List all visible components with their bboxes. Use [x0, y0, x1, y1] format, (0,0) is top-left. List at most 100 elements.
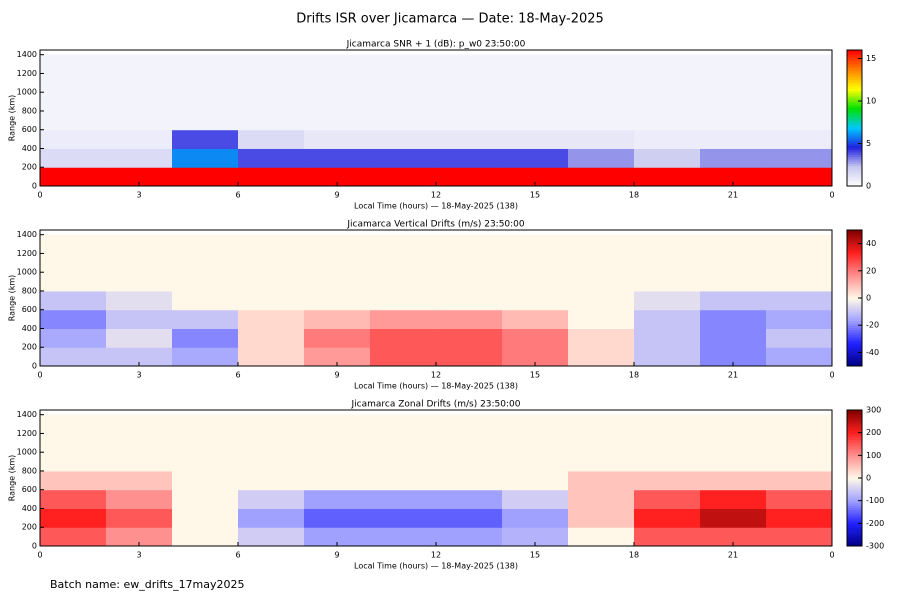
heat-cell [304, 110, 371, 131]
colorbar-step [847, 421, 862, 425]
heat-cell [502, 92, 569, 112]
heat-cell [106, 253, 173, 273]
heat-cell [40, 129, 107, 149]
heat-cell [568, 414, 635, 434]
colorbar-step [847, 120, 862, 124]
heat-cell [700, 527, 767, 547]
heat-cell [502, 290, 569, 311]
heat-cell [172, 433, 239, 453]
heat-cell [172, 73, 239, 93]
heat-cell [238, 110, 305, 131]
colorbar-step [847, 245, 862, 249]
heat-cell [106, 110, 173, 131]
heat-cell [436, 167, 503, 187]
y-tick-label: 800 [22, 466, 37, 475]
heat-cell [634, 328, 701, 348]
heat-cell [568, 290, 635, 311]
colorbar-step [847, 77, 862, 80]
heat-cell [40, 328, 107, 348]
heat-cell [502, 414, 569, 434]
heat-cell [502, 489, 569, 509]
x-tick-label: 0 [37, 371, 42, 380]
heat-cell [106, 508, 173, 528]
colorbar-step [847, 464, 862, 468]
heat-cell [568, 527, 635, 547]
colorbar-step [847, 167, 862, 171]
heat-cell [568, 433, 635, 453]
heat-cell [700, 92, 767, 112]
colorbar-step [847, 277, 862, 281]
colorbar-tick-label: 40 [866, 239, 876, 248]
colorbar-step [847, 113, 862, 117]
colorbar-step [847, 176, 862, 180]
colorbar-step [847, 279, 862, 283]
heat-cell [172, 489, 239, 509]
heat-cell [370, 347, 437, 367]
heat-cell [766, 433, 833, 453]
heat-cell [766, 234, 833, 254]
heat-cell [766, 328, 833, 348]
heat-cell [700, 290, 767, 311]
colorbar-step [847, 534, 862, 538]
y-tick-label: 600 [22, 125, 37, 134]
colorbar-step [847, 161, 862, 164]
colorbar-step [847, 532, 862, 536]
heat-cell [436, 508, 503, 528]
colorbar-step [847, 462, 862, 465]
x-tick-label: 21 [728, 371, 738, 380]
heat-cell [172, 328, 239, 348]
colorbar-tick-label: 0 [866, 474, 871, 483]
x-tick-label: 0 [37, 551, 42, 560]
colorbar-step [847, 298, 862, 301]
colorbar-step [847, 104, 862, 108]
colorbar-step [847, 56, 862, 60]
heat-cell [568, 470, 635, 491]
heat-cell [634, 234, 701, 254]
colorbar-step [847, 446, 862, 450]
heat-cell [40, 167, 107, 187]
colorbar-step [847, 496, 862, 499]
heat-cell [40, 272, 107, 292]
heat-cell [634, 54, 701, 74]
heat-cell [436, 328, 503, 348]
colorbar-step [847, 502, 862, 506]
heat-cell [40, 290, 107, 311]
heat-cell [700, 253, 767, 273]
heat-cell [634, 309, 701, 329]
heat-cell [304, 148, 371, 168]
heat-cell [106, 309, 173, 329]
heat-cell [766, 73, 833, 93]
colorbar-step [847, 243, 862, 247]
y-tick-label: 1200 [17, 69, 37, 78]
colorbar-step [847, 133, 862, 137]
colorbar-step [847, 88, 862, 92]
heat-cell [700, 54, 767, 74]
colorbar-step [847, 507, 862, 511]
heat-cell [304, 234, 371, 254]
heat-cell [172, 272, 239, 292]
heat-cell [766, 110, 833, 131]
heat-cell [634, 167, 701, 187]
heat-cell [436, 470, 503, 491]
colorbar-step [847, 425, 862, 429]
x-axis-label: Local Time (hours) — 18-May-2025 (138) [354, 382, 518, 391]
heat-cell [304, 470, 371, 491]
y-tick-label: 0 [32, 182, 37, 191]
heat-cell [106, 234, 173, 254]
heat-cell [568, 92, 635, 112]
heat-cell [436, 92, 503, 112]
y-tick-label: 1000 [17, 268, 37, 277]
heat-cell [106, 73, 173, 93]
heat-cell [304, 253, 371, 273]
heat-cell [238, 92, 305, 112]
colorbar-step [847, 273, 862, 276]
heat-cell [304, 73, 371, 93]
colorbar-step [847, 455, 862, 459]
heat-cell [700, 167, 767, 187]
heat-cell [238, 527, 305, 547]
heat-cell [172, 508, 239, 528]
colorbar-step [847, 475, 862, 479]
heat-cell [568, 272, 635, 292]
heat-cell [172, 167, 239, 187]
heat-cell [634, 527, 701, 547]
